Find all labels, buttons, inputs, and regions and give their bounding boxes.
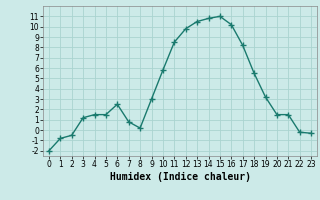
X-axis label: Humidex (Indice chaleur): Humidex (Indice chaleur) — [109, 172, 251, 182]
